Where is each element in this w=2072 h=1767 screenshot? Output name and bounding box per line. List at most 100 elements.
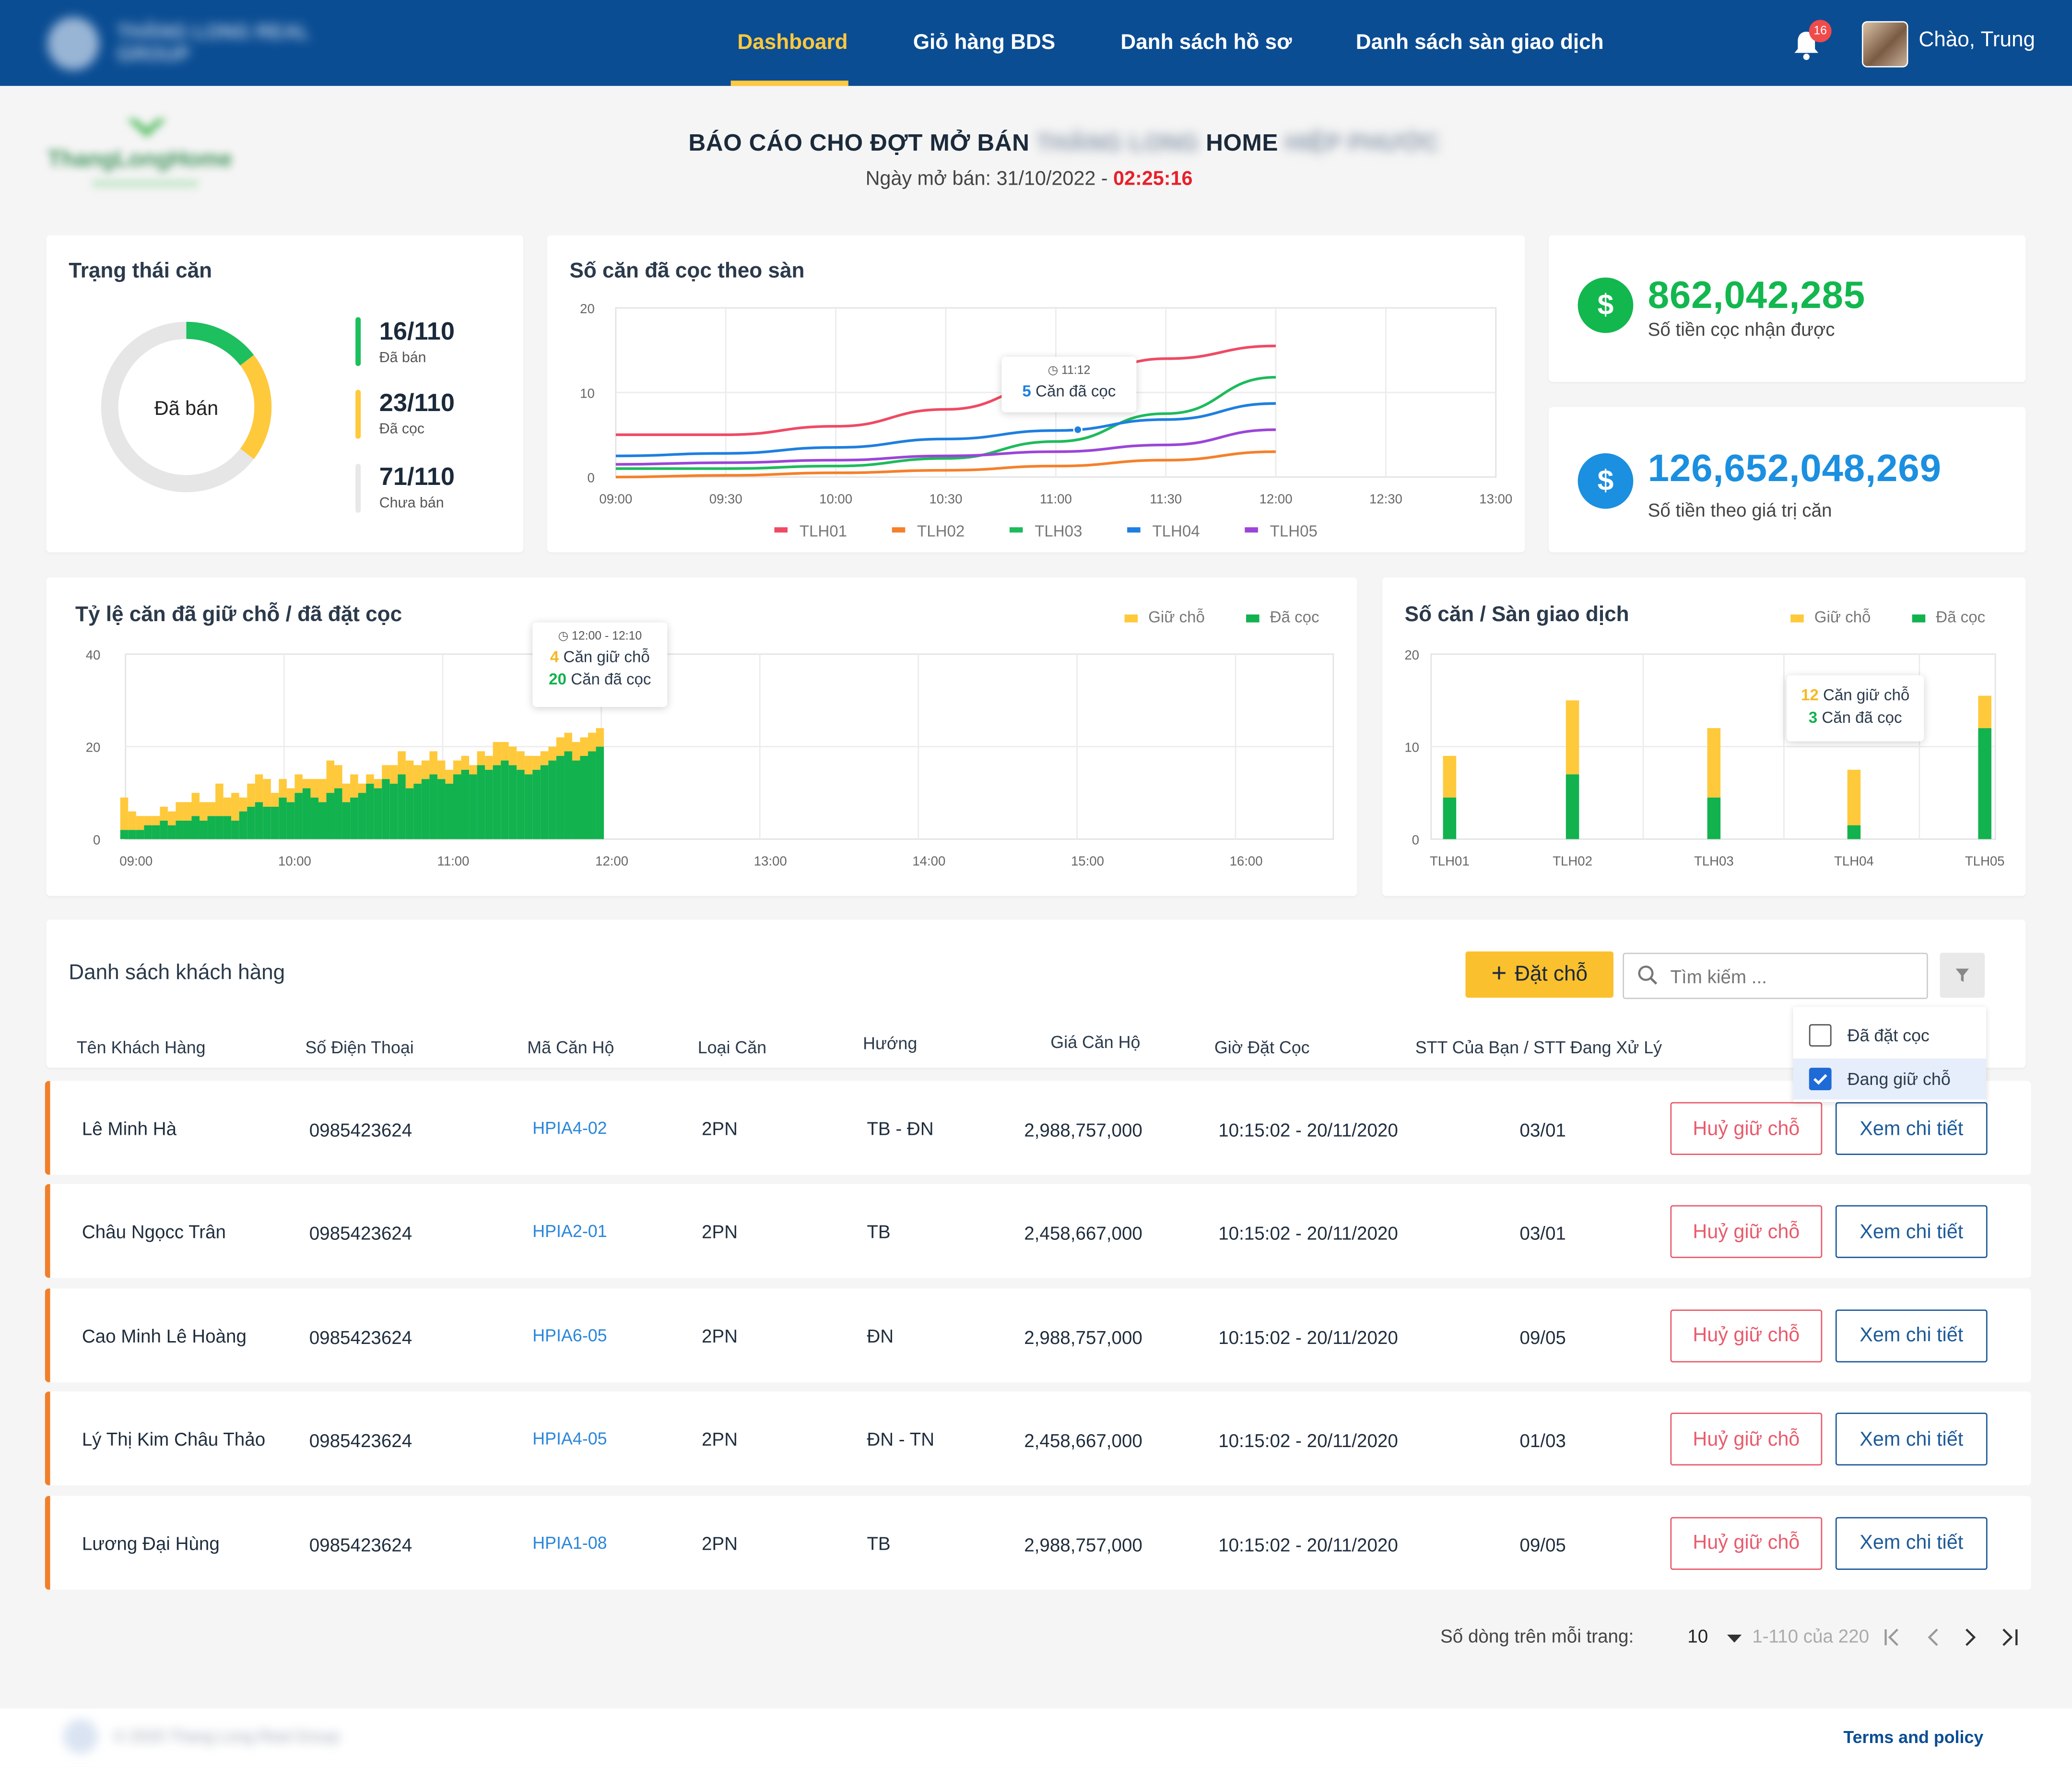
- user-greeting[interactable]: Chào, Trung: [1919, 29, 2036, 52]
- cancel-hold-button[interactable]: Huỷ giữ chỗ: [1670, 1102, 1823, 1155]
- column-header-name[interactable]: Tên Khách Hàng: [76, 1037, 206, 1058]
- notification-badge: 16: [1809, 20, 1832, 43]
- view-detail-button[interactable]: Xem chi tiết: [1835, 1309, 1988, 1362]
- bar-deposit: [532, 769, 541, 839]
- bar-hold: [389, 765, 398, 784]
- nav-gio-hang-bds[interactable]: Giỏ hàng BDS: [913, 31, 1056, 54]
- customer-name: Châu Ngọcc Trân: [82, 1221, 226, 1243]
- bar-hold: [271, 793, 279, 807]
- unit-code-link[interactable]: HPIA6-05: [532, 1325, 607, 1345]
- reserve-button-label: Đặt chỗ: [1515, 963, 1588, 985]
- unit-direction: ĐN: [867, 1325, 894, 1346]
- unit-price: 2,458,667,000: [1024, 1223, 1142, 1244]
- filter-icon: [1955, 968, 1969, 982]
- bar-hold: [176, 802, 184, 821]
- filter-button[interactable]: [1940, 953, 1985, 998]
- bar-hold: [596, 728, 604, 747]
- customer-phone: 0985423624: [309, 1119, 412, 1141]
- bar-deposit: [302, 788, 311, 839]
- cancel-hold-button[interactable]: Huỷ giữ chỗ: [1670, 1413, 1823, 1466]
- search-box[interactable]: [1623, 953, 1928, 999]
- customer-name: Lương Đại Hùng: [82, 1532, 220, 1554]
- unit-code-link[interactable]: HPIA2-01: [532, 1221, 607, 1242]
- column-header-unit-type[interactable]: Loại Căn: [697, 1037, 767, 1058]
- exchange-chart-tooltip: 12 Căn giữ chỗ 3 Căn đã cọc: [1786, 675, 1924, 742]
- unit-code-link[interactable]: HPIA1-08: [532, 1532, 607, 1553]
- column-header-deposit-time[interactable]: Giờ Đặt Cọc: [1214, 1037, 1310, 1058]
- view-detail-button[interactable]: Xem chi tiết: [1835, 1102, 1988, 1155]
- brand-logo[interactable]: THĂNG LONG REAL GROUP: [47, 16, 378, 71]
- line-series-tlh03: [615, 376, 1276, 470]
- column-header-price[interactable]: Giá Căn Hộ: [1050, 1032, 1141, 1052]
- unit-code-link[interactable]: HPIA4-05: [532, 1428, 607, 1449]
- nav-danh-sach-ho-so[interactable]: Danh sách hồ sơ: [1120, 31, 1292, 54]
- unit-code-link[interactable]: HPIA4-02: [532, 1118, 607, 1138]
- unit-value-label: Số tiền theo giá trị căn: [1648, 499, 1832, 521]
- filter-option-deposited[interactable]: Đã đặt cọc: [1793, 1015, 1986, 1056]
- next-page-icon[interactable]: [1960, 1627, 1981, 1648]
- bar-hold: [485, 755, 493, 770]
- column-header-direction[interactable]: Hướng: [863, 1033, 918, 1053]
- user-avatar[interactable]: [1861, 21, 1908, 68]
- unit-price: 2,458,667,000: [1024, 1430, 1142, 1451]
- view-detail-button[interactable]: Xem chi tiết: [1835, 1516, 1988, 1569]
- view-detail-button[interactable]: Xem chi tiết: [1835, 1413, 1988, 1466]
- deposit-amount-label: Số tiền cọc nhận được: [1648, 318, 1835, 340]
- bar-deposit: [128, 830, 136, 839]
- bar-deposit: [286, 802, 295, 839]
- cancel-hold-button[interactable]: Huỷ giữ chỗ: [1670, 1205, 1823, 1259]
- rows-per-page-value: 10: [1687, 1625, 1708, 1647]
- chevron-down-icon[interactable]: [1727, 1635, 1742, 1644]
- line-series-tlh02: [615, 450, 1276, 479]
- checkbox-holding[interactable]: [1809, 1068, 1832, 1090]
- bar-deposit: [517, 769, 525, 839]
- line-x-tick-label: 13:00: [1479, 492, 1512, 507]
- bar-hold: [286, 788, 295, 802]
- legend-label-tlh03: TLH03: [1035, 523, 1082, 541]
- bar-deposit: [136, 830, 144, 839]
- reserve-button[interactable]: + Đặt chỗ: [1465, 951, 1613, 998]
- customer-name: Lý Thị Kim Châu Thảo: [82, 1428, 266, 1450]
- nav-dashboard[interactable]: Dashboard: [737, 31, 848, 54]
- bar-hold: [263, 779, 271, 807]
- bar-deposit: [152, 825, 160, 839]
- exchange-y-tick-label: 10: [1404, 740, 1419, 755]
- bar-hold: [144, 816, 152, 825]
- column-header-phone[interactable]: Số Điện Thoại: [305, 1037, 414, 1058]
- report-title-home: HOME: [1206, 129, 1279, 156]
- project-logo-text: ThangLongHome: [47, 146, 232, 171]
- filter-option-holding[interactable]: Đang giữ chỗ: [1793, 1058, 1986, 1100]
- bar-deposit: [413, 783, 422, 839]
- bar-hold: [548, 746, 556, 761]
- column-header-queue-order[interactable]: STT Của Bạn / STT Đang Xử Lý: [1415, 1037, 1662, 1058]
- bar-hold-tlh03: [1707, 728, 1721, 798]
- filter-option-holding-label: Đang giữ chỗ: [1847, 1069, 1951, 1089]
- bar-deposit: [382, 779, 390, 839]
- cancel-hold-button[interactable]: Huỷ giữ chỗ: [1670, 1516, 1823, 1569]
- bar-hold: [255, 774, 263, 802]
- rows-per-page-select[interactable]: 10: [1687, 1626, 1708, 1647]
- view-detail-button[interactable]: Xem chi tiết: [1835, 1205, 1988, 1259]
- queue-order: 09/05: [1519, 1533, 1566, 1555]
- last-page-icon[interactable]: [1999, 1627, 2020, 1648]
- nav-danh-sach-san-giao-dich[interactable]: Danh sách sàn giao dịch: [1355, 31, 1604, 54]
- report-title-blurred-name: THĂNG LONG: [1036, 129, 1199, 156]
- deposit-time: 10:15:02 - 20/11/2020: [1218, 1533, 1398, 1555]
- deposit-time: 10:15:02 - 20/11/2020: [1218, 1223, 1398, 1244]
- bar-hold: [532, 755, 541, 770]
- brand-logo-mark: [47, 17, 99, 71]
- checkbox-deposited[interactable]: [1809, 1024, 1832, 1047]
- search-input[interactable]: [1667, 965, 1911, 989]
- bar-deposit: [564, 751, 572, 839]
- report-title-blurred-location: HIỆP PHƯỚC: [1285, 129, 1440, 156]
- bar-hold: [477, 751, 485, 766]
- previous-page-icon[interactable]: [1923, 1627, 1944, 1648]
- unit-direction: TB: [867, 1221, 891, 1243]
- column-header-unit-code[interactable]: Mã Căn Hộ: [527, 1037, 614, 1058]
- first-page-icon[interactable]: [1882, 1627, 1903, 1648]
- unit-direction: TB - ĐN: [867, 1118, 934, 1139]
- terms-link[interactable]: Terms and policy: [1843, 1727, 1984, 1747]
- cancel-hold-button[interactable]: Huỷ giữ chỗ: [1670, 1309, 1823, 1362]
- legend-swatch-tlh02: [892, 527, 906, 533]
- queue-order: 01/03: [1519, 1430, 1566, 1451]
